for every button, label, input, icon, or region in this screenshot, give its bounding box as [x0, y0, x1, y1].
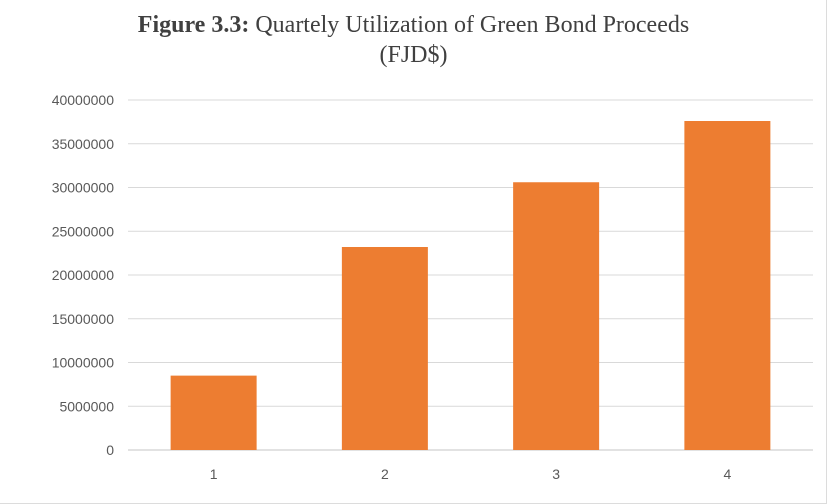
chart-title-figure-number: Figure 3.3: [137, 12, 250, 38]
y-tick-label: 25000000 [52, 223, 115, 239]
x-axis-tick-labels: 1 2 3 4 [210, 466, 732, 482]
y-tick-label: 30000000 [52, 180, 115, 196]
y-tick-label: 5000000 [59, 398, 114, 414]
bar-3 [513, 182, 600, 450]
y-tick-label: 20000000 [52, 267, 115, 283]
chart-title-line2: (FJD$) [379, 42, 448, 68]
bars [170, 121, 771, 450]
x-tick-label: 2 [381, 466, 389, 482]
y-axis-tick-labels: 0 5000000 10000000 15000000 20000000 25000000… [52, 92, 115, 458]
x-tick-label: 1 [210, 466, 218, 482]
y-tick-label: 35000000 [52, 136, 115, 152]
chart-title-text: Quartely Utilization of Green Bond Proce… [255, 12, 690, 38]
chart-title: Figure 3.3: Quartely Utilization of Gree… [0, 10, 827, 70]
y-tick-label: 10000000 [52, 355, 115, 371]
y-tick-label: 0 [106, 442, 114, 458]
y-tick-label: 40000000 [52, 92, 115, 108]
bar-4 [684, 121, 771, 450]
x-tick-label: 4 [723, 466, 731, 482]
x-tick-label: 3 [552, 466, 560, 482]
bar-1 [170, 375, 257, 450]
bar-2 [341, 247, 428, 450]
y-tick-label: 15000000 [52, 311, 115, 327]
